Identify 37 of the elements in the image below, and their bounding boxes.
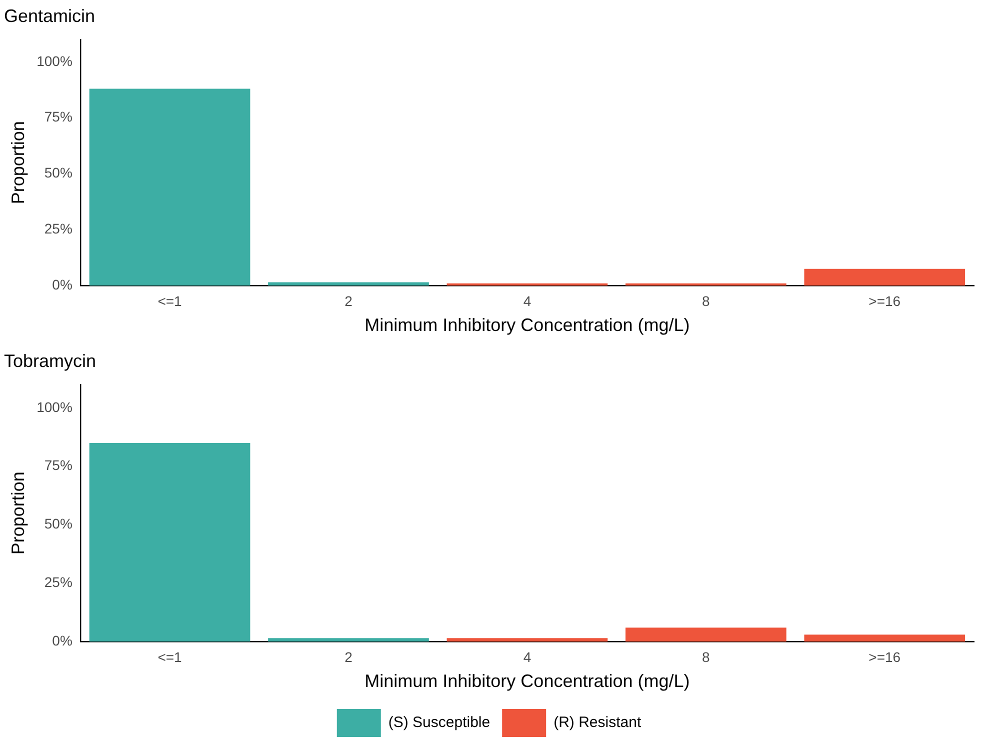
legend-label: (S) Susceptible	[388, 714, 490, 732]
bar	[804, 634, 966, 642]
x-tick-label: >=16	[868, 292, 901, 309]
bar	[804, 268, 966, 286]
legend-label: (R) Resistant	[554, 714, 642, 732]
y-tick-label: 25%	[44, 220, 72, 237]
x-tick-label: 2	[344, 292, 353, 309]
x-tick-label: <=1	[158, 292, 182, 309]
y-tick-label: 100%	[36, 52, 72, 69]
y-tick-label: 100%	[36, 398, 72, 415]
y-axis-title: Proportion	[8, 472, 28, 555]
y-tick-label: 0%	[52, 632, 72, 648]
y-tick-label: 50%	[44, 516, 72, 532]
y-tick-label: 0%	[52, 276, 72, 292]
bar	[89, 443, 250, 642]
bar	[626, 283, 786, 286]
chart-title: Gentamicin	[4, 6, 96, 26]
bar	[268, 638, 429, 642]
y-tick-label: 25%	[44, 574, 72, 590]
bar	[626, 628, 786, 642]
x-axis-title: Minimum Inhibitory Concentration (mg/L)	[364, 315, 690, 336]
bar	[446, 638, 608, 642]
chart-title: Tobramycin	[4, 350, 96, 371]
x-tick-label: 4	[523, 292, 532, 309]
x-tick-label: 8	[702, 648, 710, 665]
x-axis-title: Minimum Inhibitory Concentration (mg/L)	[364, 671, 690, 692]
x-tick-label: 8	[702, 292, 710, 309]
y-axis-title: Proportion	[8, 121, 28, 204]
y-tick-label: 50%	[44, 164, 72, 181]
x-tick-label: >=16	[868, 648, 901, 665]
x-tick-label: 2	[344, 648, 353, 665]
x-tick-label: 4	[523, 648, 532, 665]
bar	[268, 282, 429, 286]
x-tick-label: <=1	[158, 648, 182, 665]
y-tick-label: 75%	[44, 108, 72, 125]
y-tick-label: 75%	[44, 457, 72, 474]
bar	[89, 88, 250, 286]
